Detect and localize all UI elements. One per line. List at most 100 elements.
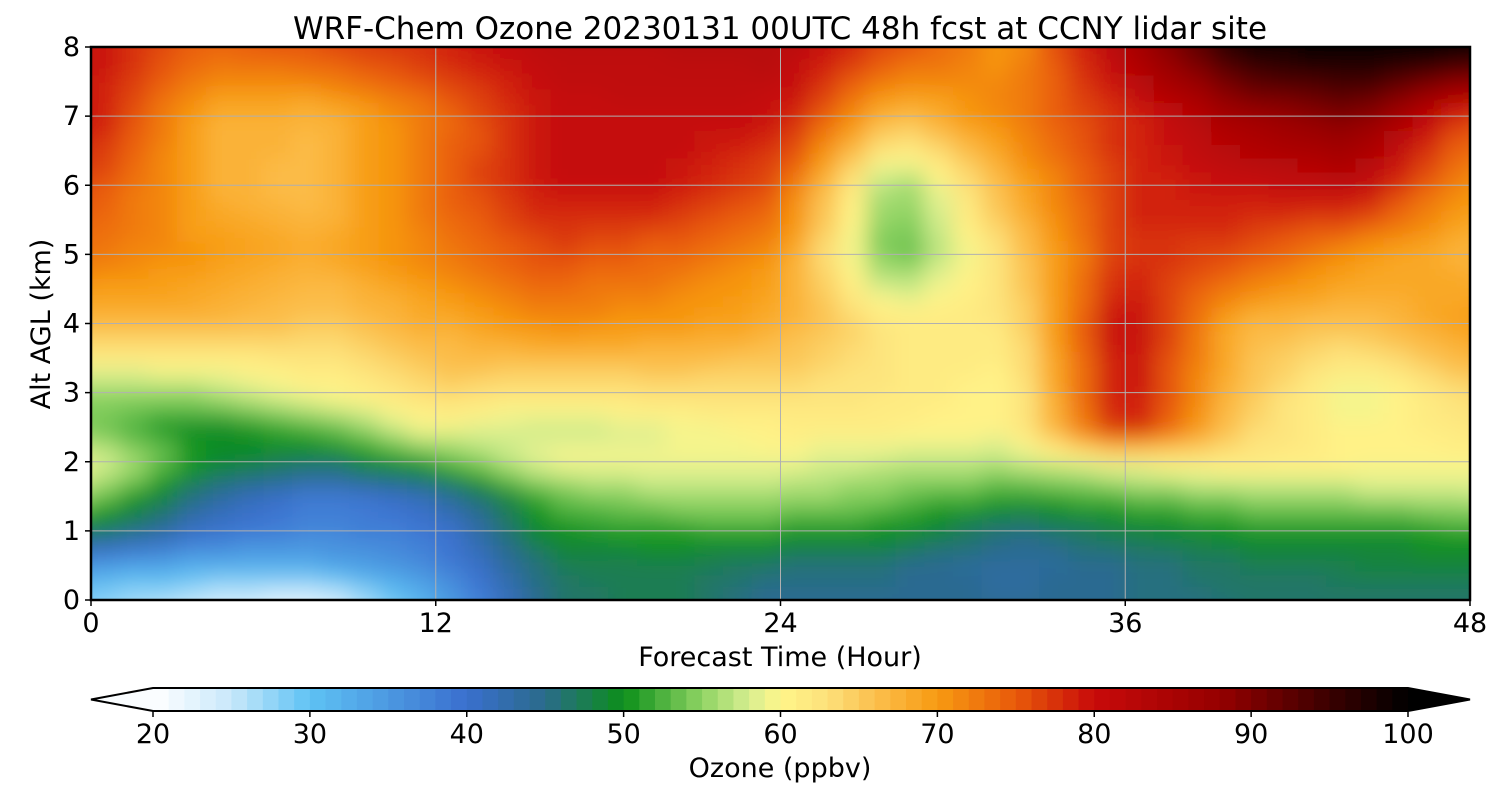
heatmap-cell — [780, 240, 811, 256]
colorbar-segment — [749, 688, 766, 711]
heatmap-cell — [579, 171, 609, 187]
heatmap-cell — [952, 295, 983, 311]
heatmap-cell — [665, 88, 696, 104]
heatmap-cell — [895, 530, 925, 546]
heatmap-cell — [924, 378, 954, 394]
heatmap-cell — [1441, 171, 1470, 187]
heatmap-cell — [579, 586, 609, 600]
heatmap-cell — [952, 116, 983, 131]
heatmap-cell — [608, 282, 638, 297]
heatmap-cell — [1470, 365, 1500, 380]
heatmap-cell — [205, 434, 236, 449]
heatmap-cell — [292, 558, 322, 574]
heatmap-cell — [1182, 378, 1213, 394]
heatmap-cell — [205, 337, 236, 352]
heatmap-cell — [1240, 157, 1270, 173]
heatmap-cell — [521, 530, 552, 546]
heatmap-cell — [1383, 517, 1414, 532]
heatmap-cell — [34, 199, 64, 214]
heatmap-cell — [1153, 461, 1184, 477]
heatmap-cell — [636, 88, 667, 104]
heatmap-cell — [1067, 572, 1098, 587]
heatmap-cell — [1412, 226, 1443, 242]
heatmap-cell — [694, 74, 724, 90]
heatmap-cell — [579, 129, 609, 145]
heatmap-cell — [1412, 60, 1443, 76]
heatmap-cell — [723, 378, 753, 394]
heatmap-cell — [205, 129, 236, 145]
heatmap-cell — [809, 254, 839, 269]
heatmap-cell — [205, 323, 236, 339]
heatmap-cell — [1326, 503, 1356, 518]
heatmap-cell — [1039, 74, 1069, 90]
heatmap-cell — [723, 47, 753, 62]
heatmap-cell — [924, 351, 954, 366]
heatmap-cell — [866, 337, 897, 352]
heatmap-cell — [263, 558, 293, 574]
heatmap-cell — [205, 530, 236, 546]
heatmap-cell — [493, 185, 523, 200]
heatmap-cell — [91, 282, 121, 297]
heatmap-cell — [1153, 282, 1184, 297]
heatmap-cell — [1470, 227, 1500, 242]
heatmap-cell — [809, 600, 839, 615]
heatmap-cell — [119, 517, 150, 532]
heatmap-cell — [1383, 47, 1414, 48]
heatmap-cell — [1240, 614, 1270, 629]
heatmap-cell — [809, 558, 839, 574]
heatmap-cell — [234, 143, 265, 159]
heatmap-cell — [1211, 226, 1241, 242]
heatmap-cell — [378, 600, 408, 615]
heatmap-cell — [1039, 530, 1069, 546]
heatmap-cell — [952, 517, 983, 532]
heatmap-cell — [464, 129, 495, 145]
heatmap-cell — [292, 254, 322, 269]
heatmap-cell — [1211, 254, 1241, 269]
heatmap-cell — [1067, 503, 1098, 518]
heatmap-cell — [1096, 447, 1127, 463]
heatmap-cell — [1297, 323, 1328, 339]
heatmap-cell — [952, 88, 983, 104]
heatmap-cell — [205, 572, 236, 587]
heatmap-cell — [205, 60, 236, 76]
heatmap-cell — [1240, 323, 1270, 339]
heatmap-cell — [1153, 503, 1184, 518]
heatmap-cell — [751, 47, 782, 62]
heatmap-cell — [751, 116, 782, 131]
heatmap-cell — [837, 129, 868, 145]
heatmap-cell — [1039, 614, 1069, 629]
heatmap-cell — [1297, 212, 1328, 228]
heatmap-cell — [407, 212, 437, 228]
heatmap-cell — [1412, 47, 1443, 62]
heatmap-cell — [320, 392, 351, 408]
heatmap-cell — [1268, 60, 1299, 76]
heatmap-cell — [1297, 461, 1328, 477]
heatmap-cell — [1010, 295, 1040, 311]
heatmap-cell — [1268, 254, 1299, 269]
heatmap-cell — [723, 614, 753, 629]
heatmap-cell — [1326, 558, 1356, 574]
heatmap-cell — [435, 295, 466, 311]
heatmap-cell — [378, 434, 408, 449]
heatmap-cell — [1441, 337, 1470, 352]
heatmap-cell — [263, 351, 293, 366]
heatmap-cell — [665, 309, 696, 325]
heatmap-cell — [952, 143, 983, 159]
colorbar-segment — [1000, 688, 1017, 711]
heatmap-cell — [1096, 489, 1127, 505]
heatmap-cell — [866, 406, 897, 422]
heatmap-cell — [723, 157, 753, 173]
colorbar-segment — [796, 688, 813, 711]
heatmap-cell — [1412, 558, 1443, 574]
heatmap-cell — [1039, 503, 1069, 518]
heatmap-cell — [320, 406, 351, 422]
heatmap-cell — [1096, 351, 1127, 366]
heatmap-cell — [1096, 171, 1127, 187]
heatmap-cell — [550, 268, 581, 283]
heatmap-cell — [1268, 337, 1299, 352]
heatmap-cell — [234, 392, 265, 408]
heatmap-cell — [292, 185, 322, 200]
heatmap-cell — [292, 47, 322, 62]
heatmap-cell — [119, 392, 150, 408]
heatmap-cell — [780, 199, 811, 214]
